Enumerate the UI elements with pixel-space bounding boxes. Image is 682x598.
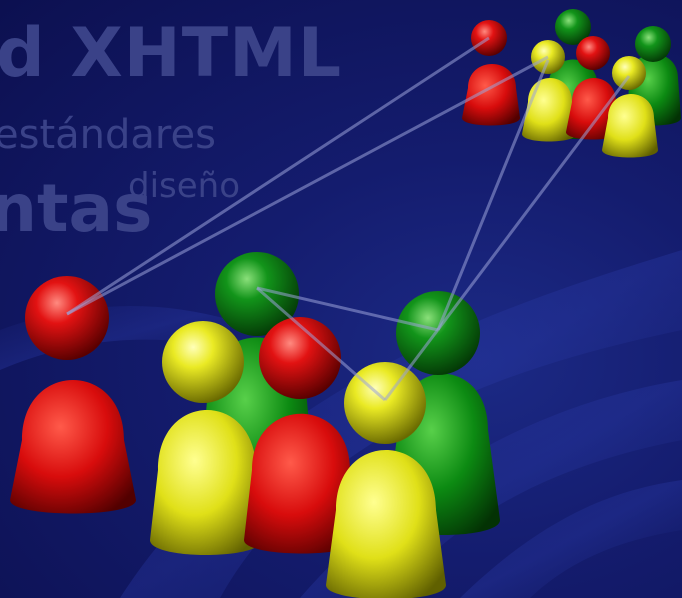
person-icon xyxy=(244,317,360,554)
bg-text-ntas: ntas xyxy=(0,170,153,247)
person-icon xyxy=(326,362,446,598)
person-icon xyxy=(462,20,520,126)
small-group xyxy=(462,9,681,158)
person-icon xyxy=(10,276,136,514)
bg-heading-xhtml: d XHTML xyxy=(0,14,343,93)
large-group xyxy=(10,252,500,598)
connection-lines xyxy=(66,36,631,402)
bg-text-diseno: diseño xyxy=(128,166,241,206)
person-icon xyxy=(602,56,658,158)
person-icon xyxy=(566,36,620,140)
person-icon xyxy=(150,321,262,555)
bg-text-estandares: estándares xyxy=(0,112,216,158)
